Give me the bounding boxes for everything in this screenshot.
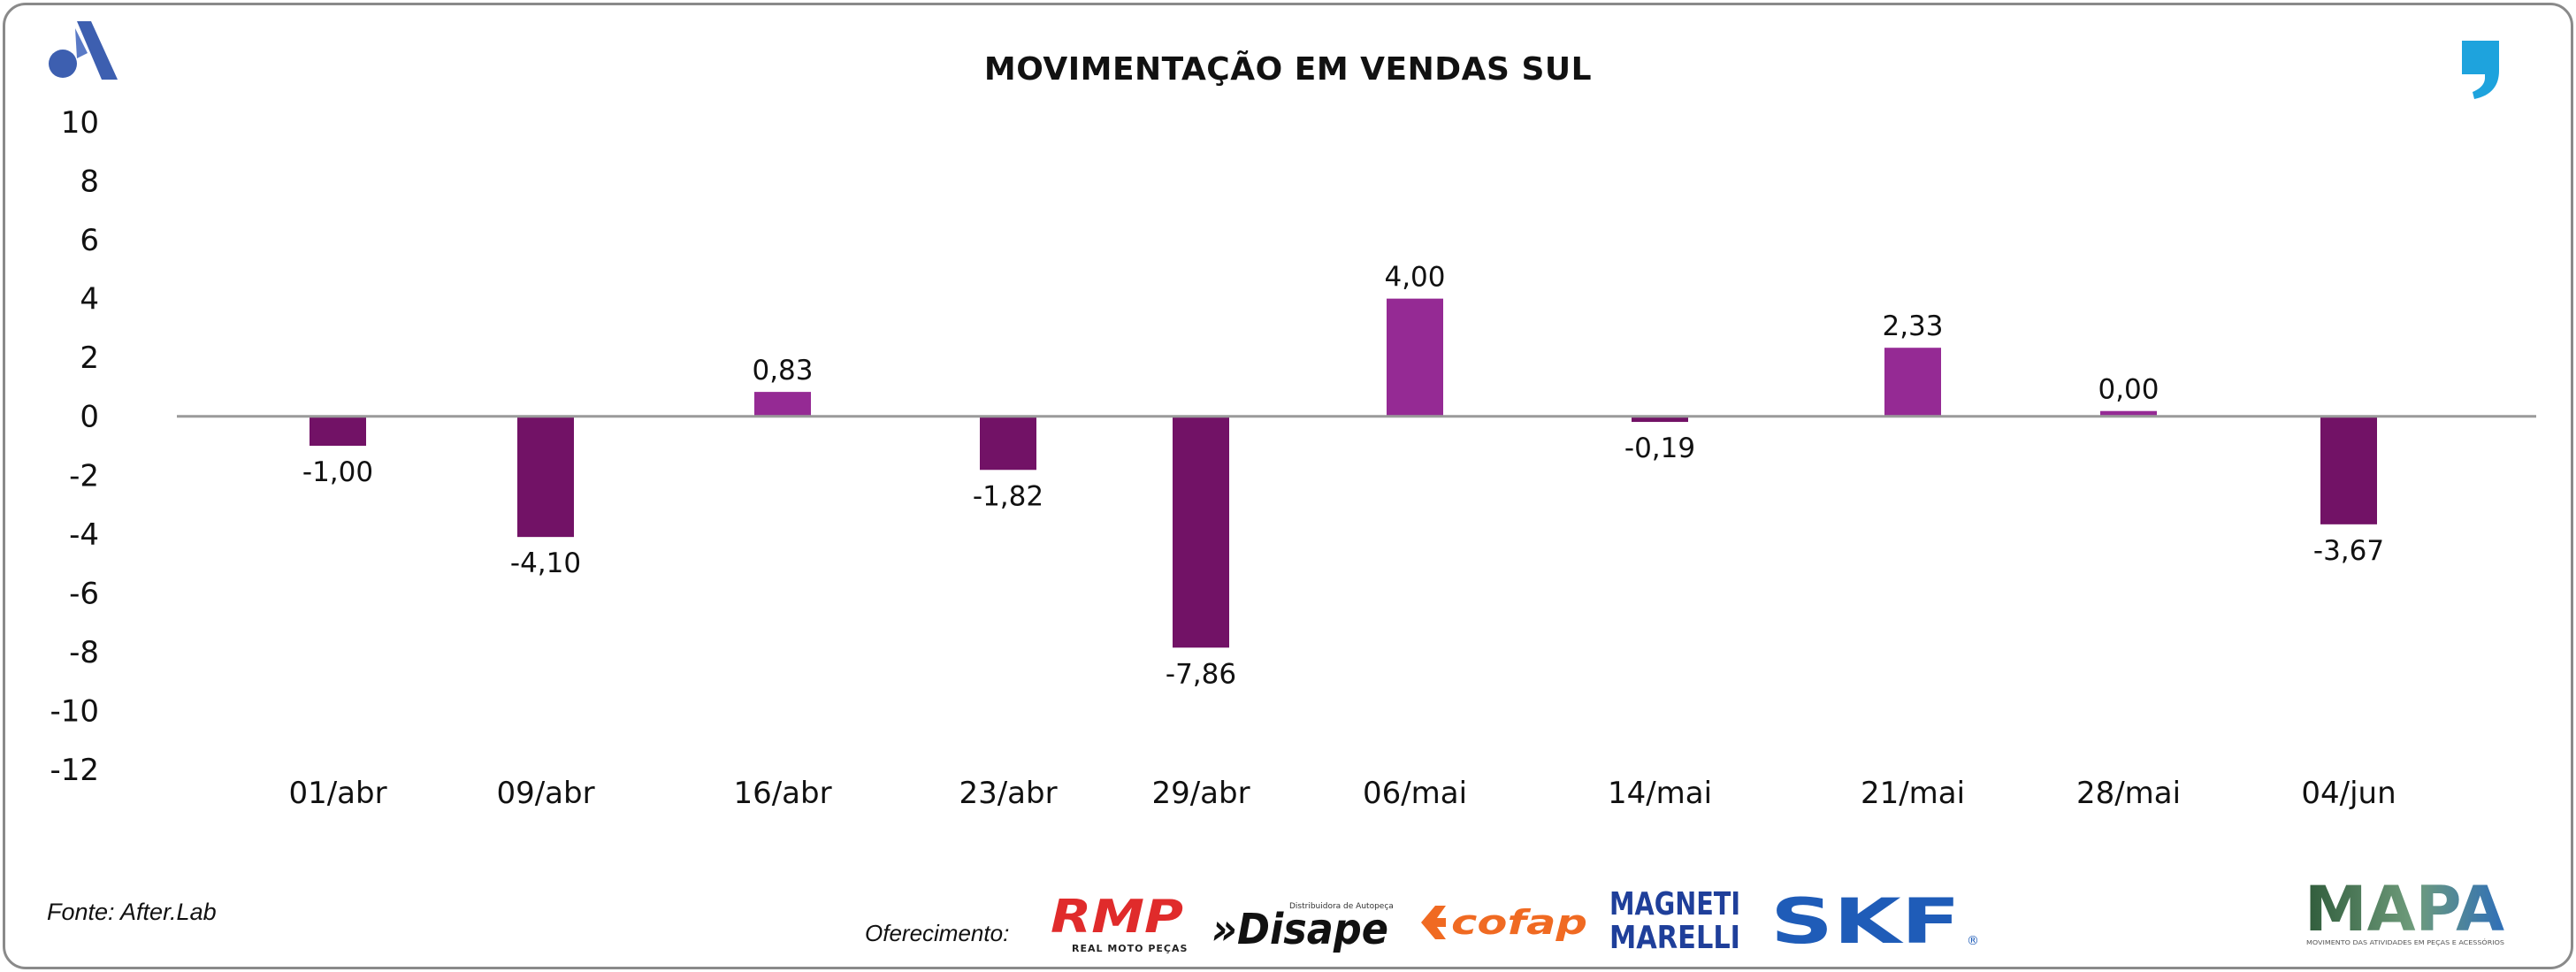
- x-tick-label: 29/abr: [1151, 776, 1250, 811]
- bar-01-abr: [310, 416, 366, 446]
- quote-mark-icon: [2462, 41, 2499, 99]
- x-tick-label: 21/mai: [1861, 776, 1965, 811]
- skf-logo: SKF ®: [1770, 892, 1979, 948]
- y-tick-label: 2: [80, 341, 99, 376]
- bar-14-mai: [1632, 416, 1688, 423]
- bar-09-abr: [517, 416, 574, 538]
- rmp-logo: RMP REAL MOTO PEÇAS: [1051, 893, 1188, 954]
- skf-logo-mark: ®: [1967, 934, 1979, 948]
- chart-title: MOVIMENTAÇÃO EM VENDAS SUL: [983, 51, 1593, 88]
- bar-28-mai: [2100, 410, 2157, 417]
- source-note: Fonte: After.Lab: [47, 899, 217, 925]
- y-tick-label: 8: [80, 165, 99, 200]
- value-label: 4,00: [1384, 262, 1445, 294]
- mapa-logo-text: MAPA: [2305, 876, 2504, 945]
- value-labels-group: -1,00 -4,10 0,83 -1,82 -7,86 4,00 -0,19 2,33 0,0…: [302, 262, 2384, 691]
- bar-21-mai: [1884, 348, 1941, 417]
- cofap-logo-text: cofap: [1451, 903, 1587, 942]
- value-label: -4,10: [510, 547, 581, 579]
- bar-06-mai: [1387, 298, 1443, 417]
- value-label: -1,00: [302, 456, 373, 488]
- magneti-marelli-logo: MAGNETI MARELLI: [1609, 886, 1740, 952]
- value-label: -0,19: [1624, 432, 1695, 464]
- y-tick-label: -8: [69, 635, 99, 670]
- rmp-logo-text: RMP: [1051, 893, 1183, 944]
- chart-frame: [3, 3, 2573, 969]
- x-tick-label: 04/jun: [2301, 776, 2396, 811]
- mapa-logo-tagline: MOVIMENTO DAS ATIVIDADES EM PEÇAS E ACES…: [2306, 938, 2505, 946]
- value-label: -3,67: [2313, 535, 2384, 567]
- y-tick-label: -6: [69, 576, 99, 611]
- y-tick-label: -4: [69, 517, 99, 553]
- y-tick-label: 4: [80, 282, 99, 318]
- bar-23-abr: [980, 416, 1036, 471]
- disape-logo: Distribuidora de Autopeças »Disape: [1212, 902, 1393, 953]
- y-tick-label: -2: [69, 458, 99, 494]
- rmp-logo-tagline: REAL MOTO PEÇAS: [1072, 943, 1188, 954]
- x-tick-label: 06/mai: [1363, 776, 1467, 811]
- y-axis: 10 8 6 4 2 0 -2 -4 -6 -8 -10 -12: [50, 105, 99, 788]
- value-label: 0,00: [2098, 374, 2159, 406]
- x-tick-label: 14/mai: [1608, 776, 1712, 811]
- x-tick-label: 16/abr: [733, 776, 831, 811]
- value-label: 2,33: [1882, 310, 1943, 342]
- value-label: -1,82: [973, 480, 1043, 512]
- y-tick-label: 0: [80, 400, 99, 435]
- magneti-logo-line2: MARELLI: [1609, 920, 1740, 952]
- disape-logo-tagline: Distribuidora de Autopeças: [1289, 902, 1393, 911]
- bar-29-abr: [1173, 416, 1229, 648]
- disape-logo-text: »Disape: [1212, 905, 1388, 953]
- x-tick-label: 28/mai: [2076, 776, 2181, 811]
- x-tick-label: 09/abr: [496, 776, 594, 811]
- x-tick-label: 23/abr: [959, 776, 1057, 811]
- bar-16-abr: [754, 392, 811, 417]
- bar-chart: 10 8 6 4 2 0 -2 -4 -6 -8 -10 -12 -1,00 -4,10 0,83 -1,8…: [50, 105, 2536, 811]
- cofap-logo: cofap: [1421, 903, 1587, 942]
- value-label: -7,86: [1166, 658, 1236, 690]
- y-tick-label: 6: [80, 223, 99, 258]
- mapa-logo: MAPA MOVIMENTO DAS ATIVIDADES EM PEÇAS E…: [2305, 876, 2505, 946]
- y-tick-label: 10: [61, 105, 99, 141]
- sponsor-label: Oferecimento:: [865, 920, 1010, 946]
- afterlab-logo-icon: [49, 21, 118, 80]
- skf-logo-text: SKF: [1770, 892, 1961, 948]
- y-tick-label: -12: [50, 753, 99, 788]
- y-tick-label: -10: [50, 693, 99, 729]
- magneti-logo-line1: MAGNETI: [1609, 886, 1740, 922]
- value-label: 0,83: [752, 355, 813, 387]
- bars-group: [310, 298, 2377, 648]
- x-axis: 01/abr 09/abr 16/abr 23/abr 29/abr 06/mai 14/m…: [288, 776, 2396, 811]
- bar-04-jun: [2320, 416, 2377, 524]
- x-tick-label: 01/abr: [288, 776, 386, 811]
